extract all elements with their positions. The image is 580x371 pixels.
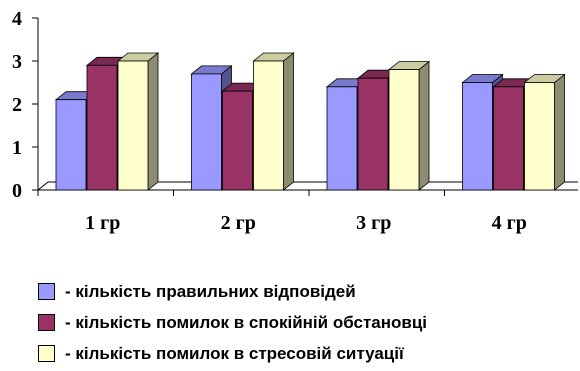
bar [116,52,160,191]
chart-legend: - кількість правильних відповідей - кіль… [38,276,427,369]
legend-item-errors-calm: - кількість помилок в спокійній обстанов… [38,307,427,338]
bar-side-face [554,73,565,191]
bar-front-face [222,90,253,191]
bar-front-face [117,60,149,191]
bar [523,73,566,191]
y-tick-label: 3 [12,51,22,73]
bar [387,60,431,191]
legend-item-correct-answers: - кількість правильних відповідей [38,276,427,307]
legend-label-errors-calm: - кількість помилок в спокійній обстанов… [65,312,427,332]
bar-front-face [55,99,87,191]
y-tick-label: 1 [12,137,22,159]
bar-front-face [253,60,284,191]
bar-front-face [357,77,389,191]
bar-front-face [493,86,524,191]
bar-front-face [326,86,358,191]
legend-swatch-correct-answers [38,283,55,300]
y-tick-label: 0 [12,180,22,202]
chart-bars [54,52,566,191]
bar-front-face [191,73,222,191]
x-category-label: 3 гр [356,212,391,234]
floor-edge-line [37,181,49,191]
bar-front-face [462,82,493,191]
bar-front-face [388,69,420,191]
legend-item-errors-stress: - кількість помилок в стресовій ситуації [38,338,427,369]
x-category-label: 4 гр [492,212,527,234]
bar [252,52,295,191]
y-tick-label: 2 [12,94,22,116]
x-category-label: 1 гр [85,212,120,234]
legend-swatch-errors-stress [38,345,55,362]
bar-side-face [418,60,430,191]
bar-chart: 0 1 2 3 4 1 гр 2 гр 3 гр 4 гр [12,8,578,234]
bar-front-face [524,82,555,191]
x-category-label: 2 гр [221,212,256,234]
bar-front-face [86,64,118,191]
bar-side-face [283,52,294,191]
x-axis-categories: 1 гр 2 гр 3 гр 4 гр [37,190,527,234]
bar-side-face [147,52,159,191]
legend-swatch-errors-calm [38,314,55,331]
y-axis-ticks: 0 1 2 3 4 [12,8,38,202]
legend-label-errors-stress: - кількість помилок в стресовій ситуації [65,343,404,363]
legend-label-correct-answers: - кількість правильних відповідей [65,281,356,301]
y-tick-label: 4 [12,8,22,30]
